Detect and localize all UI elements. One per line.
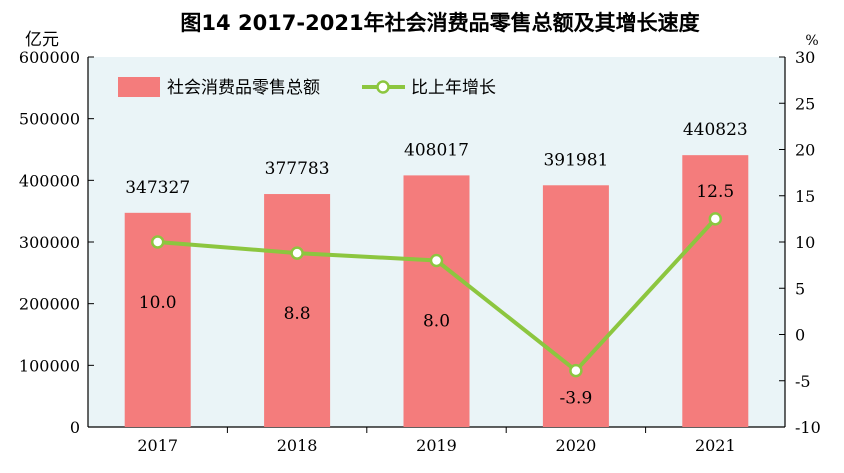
bar-2020	[542, 185, 609, 427]
left-tick-label: 0	[70, 418, 80, 437]
growth-point-2017	[150, 235, 165, 249]
bar-value-label: 347327	[125, 178, 190, 198]
right-tick-label: -10	[795, 418, 821, 437]
left-tick-label: 200000	[19, 295, 80, 314]
right-tick-label: 25	[795, 94, 815, 113]
right-tick-label: 20	[795, 141, 815, 160]
left-tick-label: 100000	[19, 356, 80, 375]
bar-value-label: 391981	[543, 150, 608, 170]
right-tick-label: 5	[795, 279, 805, 298]
left-tick-label: 300000	[19, 233, 80, 252]
legend-bar-label: 社会消费品零售总额	[167, 78, 320, 98]
left-tick-label: 400000	[19, 171, 80, 190]
chart-title: 图14 2017-2021年社会消费品零售总额及其增长速度	[180, 11, 699, 35]
x-tick-label: 2019	[416, 436, 457, 455]
legend-line-label: 比上年增长	[411, 78, 496, 98]
right-tick-label: 30	[795, 48, 815, 67]
growth-value-label: 8.0	[423, 312, 450, 332]
x-tick-label: 2021	[695, 436, 736, 455]
growth-point-2018	[290, 246, 304, 260]
right-tick-label: 10	[795, 233, 815, 252]
bar-value-label: 408017	[404, 140, 469, 160]
right-axis-unit: %	[805, 33, 818, 49]
right-tick-label: -5	[795, 372, 811, 391]
bar-value-label: 440823	[683, 120, 748, 140]
bar-value-label: 377783	[265, 159, 330, 179]
left-tick-label: 600000	[19, 48, 80, 67]
left-axis-unit: 亿元	[25, 30, 59, 50]
legend-line-marker	[376, 80, 390, 94]
growth-point-2020	[569, 363, 583, 378]
growth-point-2019	[429, 253, 444, 268]
x-tick-label: 2020	[556, 436, 597, 455]
x-tick-label: 2017	[137, 436, 178, 455]
bar-2021	[682, 155, 749, 427]
legend-bar-swatch	[118, 77, 160, 97]
growth-value-label: -3.9	[560, 389, 593, 409]
growth-point-2021	[708, 212, 723, 226]
bar-2019	[403, 175, 470, 427]
right-tick-label: 0	[795, 326, 805, 345]
growth-value-label: 12.5	[696, 182, 734, 202]
right-tick-label: 15	[795, 187, 815, 206]
bar-2018	[264, 194, 331, 427]
x-tick-label: 2018	[277, 436, 318, 455]
growth-value-label: 8.8	[284, 304, 311, 324]
left-tick-label: 500000	[19, 110, 80, 129]
growth-value-label: 10.0	[139, 293, 177, 313]
